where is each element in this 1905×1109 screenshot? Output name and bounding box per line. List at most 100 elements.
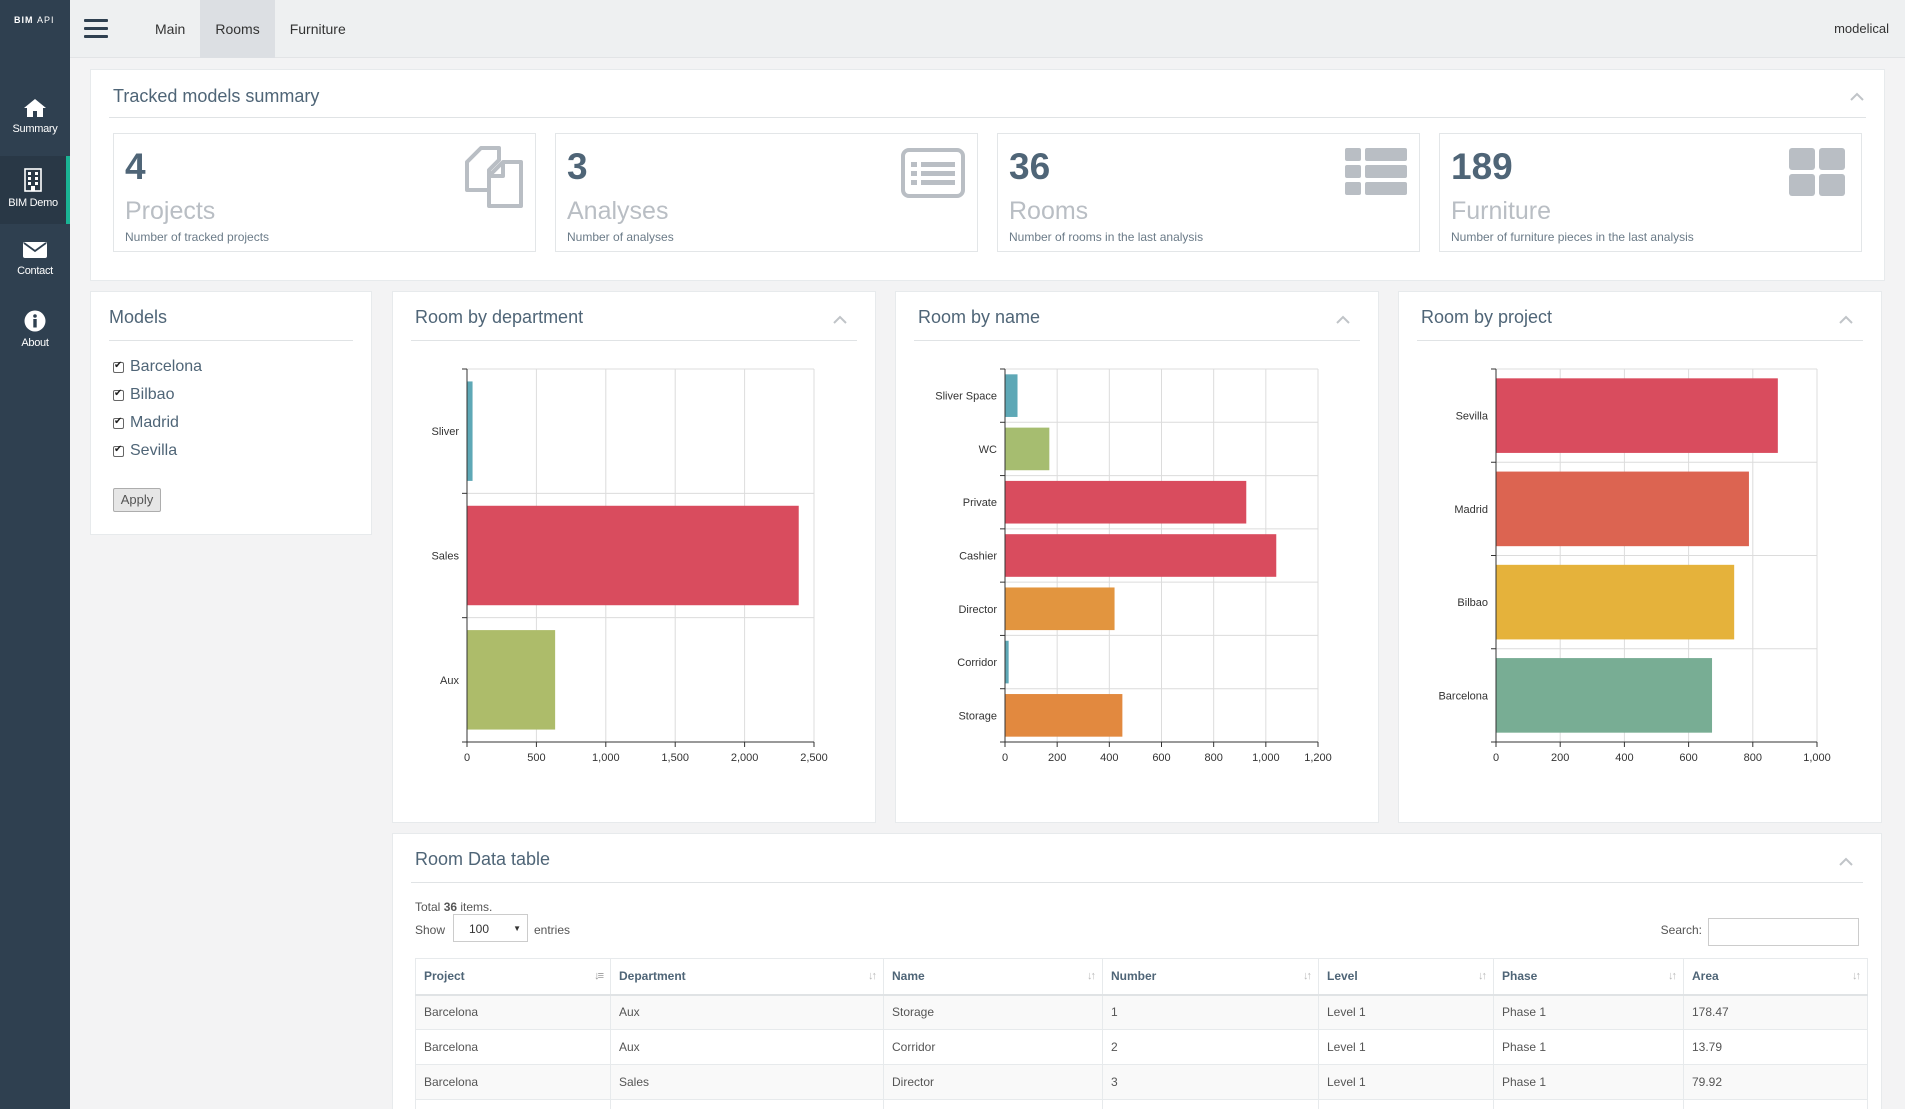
table-cell: [1102, 1099, 1319, 1109]
chart-room-by-department: 0 500 1,000 1,500 2,000 2,500 Sliver Sales Aux: [431, 368, 828, 764]
sort-icon[interactable]: ↓↑: [1478, 970, 1487, 982]
bar-director[interactable]: [1005, 587, 1115, 631]
column-header-level[interactable]: Level ↓↑: [1318, 958, 1494, 996]
entries-select[interactable]: 100 ▼: [453, 914, 528, 942]
table-row[interactable]: Barcelona Aux Storage 1 Level 1 Phase 1 178.47: [415, 994, 1868, 1030]
bar-sales[interactable]: [467, 505, 799, 606]
model-checkbox-sevilla[interactable]: Sevilla: [113, 442, 177, 460]
sidebar-item-label: BIM Demo: [8, 197, 58, 209]
bar-sevilla[interactable]: [1496, 378, 1778, 453]
search-input[interactable]: [1708, 918, 1859, 946]
bar-corridor[interactable]: [1005, 640, 1009, 684]
table-cell: Barcelona: [415, 1064, 611, 1100]
sort-icon[interactable]: ↓≡: [594, 970, 604, 982]
x-tick-label: 800: [1744, 752, 1762, 764]
sort-icon[interactable]: ↓↑: [1303, 970, 1312, 982]
column-header-department[interactable]: Department ↓↑: [610, 958, 884, 996]
table-cell: Level 1: [1318, 994, 1494, 1030]
nav-tab-furniture[interactable]: Furniture: [289, 21, 346, 37]
list-alt-icon: [901, 148, 965, 198]
sort-icon[interactable]: ↓↑: [1668, 970, 1677, 982]
checkbox[interactable]: [113, 416, 124, 429]
total-items: Total 36 items.: [415, 900, 493, 914]
collapse-chevron-icon[interactable]: [1839, 857, 1853, 867]
x-tick-label: 0: [464, 752, 470, 764]
bar-madrid[interactable]: [1496, 471, 1749, 547]
divider: [914, 340, 1360, 341]
chart-room-by-name: 0 200 400 600 800 1,000 1,200 Sliver Space WC Pri…: [935, 368, 1332, 764]
model-checkbox-bilbao[interactable]: Bilbao: [113, 386, 174, 404]
table-cell: 3: [1102, 1064, 1319, 1100]
sidebar-item-contact[interactable]: Contact: [0, 228, 70, 296]
sidebar-item-about[interactable]: About: [0, 298, 70, 366]
home-icon: [24, 99, 46, 117]
bar-cashier[interactable]: [1005, 534, 1277, 577]
panel-title: Models: [109, 307, 168, 327]
table-row[interactable]: Barcelona Sales Director 3 Level 1 Phase 1 79.…: [415, 1064, 1868, 1100]
collapse-chevron-icon[interactable]: [1336, 315, 1350, 325]
x-tick-label: 1,000: [1252, 752, 1280, 764]
x-tick-label: 600: [1679, 752, 1697, 764]
panel-title: Room by department: [415, 307, 584, 327]
card-description: Number of tracked projects: [125, 230, 270, 244]
x-tick-label: 2,500: [800, 752, 828, 764]
column-header-phase[interactable]: Phase ↓↑: [1493, 958, 1684, 996]
bar-aux[interactable]: [467, 630, 556, 730]
column-header-name[interactable]: Name ↓↑: [883, 958, 1103, 996]
y-tick-label: Sales: [431, 551, 459, 563]
sidebar-item-bim-demo[interactable]: BIM Demo: [0, 156, 70, 224]
nav-tab-main[interactable]: Main: [155, 21, 186, 37]
model-checkbox-madrid[interactable]: Madrid: [113, 414, 179, 432]
sort-icon[interactable]: ↓↑: [1852, 970, 1861, 982]
collapse-chevron-icon[interactable]: [833, 315, 847, 325]
checkbox-label: Sevilla: [130, 442, 178, 459]
x-tick-label: 1,200: [1304, 752, 1332, 764]
divider: [109, 340, 353, 341]
hamburger-menu-icon[interactable]: [84, 19, 108, 39]
checkbox[interactable]: [113, 360, 124, 373]
panel-title: Room by name: [918, 307, 1041, 327]
bar-barcelona[interactable]: [1496, 658, 1713, 733]
table-cell: Aux: [610, 994, 884, 1030]
checkbox[interactable]: [113, 388, 124, 401]
divider: [109, 117, 1866, 118]
bar-sliver-space[interactable]: [1005, 374, 1018, 417]
sidebar-item-label: Contact: [17, 265, 53, 277]
table-row[interactable]: Barcelona Aux Corridor 2 Level 1 Phase 1 13.79: [415, 1029, 1868, 1065]
bar-wc[interactable]: [1005, 427, 1050, 471]
checkbox[interactable]: [113, 444, 124, 457]
room-data-table: Project ↓≡ Department ↓↑ Name ↓↑ Number ↓↑ L…: [415, 958, 1868, 1109]
chart-panel-room-by-project: Room by project 0 200 400 600 800 1,000 Sevill…: [1398, 291, 1882, 823]
collapse-chevron-icon[interactable]: [1839, 315, 1853, 325]
bar-bilbao[interactable]: [1496, 564, 1735, 640]
sort-icon[interactable]: ↓↑: [868, 970, 877, 982]
sidebar-item-summary[interactable]: Summary: [0, 86, 70, 154]
panel-title: Tracked models summary: [113, 86, 320, 106]
user-name[interactable]: modelical: [1834, 21, 1889, 36]
table-cell: Phase 1: [1493, 994, 1684, 1030]
table-cell: Director: [883, 1064, 1103, 1100]
column-header-number[interactable]: Number ↓↑: [1102, 958, 1319, 996]
table-cell: [1318, 1099, 1494, 1109]
y-tick-label: Bilbao: [1457, 597, 1488, 609]
bar-sliver[interactable]: [467, 381, 473, 481]
bar-storage[interactable]: [1005, 694, 1123, 737]
table-cell: [1493, 1099, 1684, 1109]
sidebar: BIM API Summary BIM Demo Contact About: [0, 0, 70, 1109]
table-row[interactable]: [415, 1099, 1868, 1109]
column-header-project[interactable]: Project ↓≡: [415, 958, 611, 996]
show-label: Show: [415, 923, 446, 937]
summary-card-furniture: 189 Furniture Number of furniture pieces…: [1439, 133, 1862, 252]
collapse-chevron-icon[interactable]: [1850, 92, 1864, 102]
apply-button[interactable]: Apply: [113, 488, 161, 512]
sort-icon[interactable]: ↓↑: [1087, 970, 1096, 982]
bar-private[interactable]: [1005, 480, 1247, 524]
table-cell: Level 1: [1318, 1029, 1494, 1065]
envelope-icon: [23, 242, 47, 258]
nav-tab-rooms[interactable]: Rooms: [200, 0, 275, 58]
x-tick-label: 1,000: [592, 752, 620, 764]
column-header-area[interactable]: Area ↓↑: [1683, 958, 1868, 996]
model-checkbox-barcelona[interactable]: Barcelona: [113, 358, 202, 376]
y-tick-label: Sevilla: [1456, 411, 1489, 423]
table-cell: Corridor: [883, 1029, 1103, 1065]
